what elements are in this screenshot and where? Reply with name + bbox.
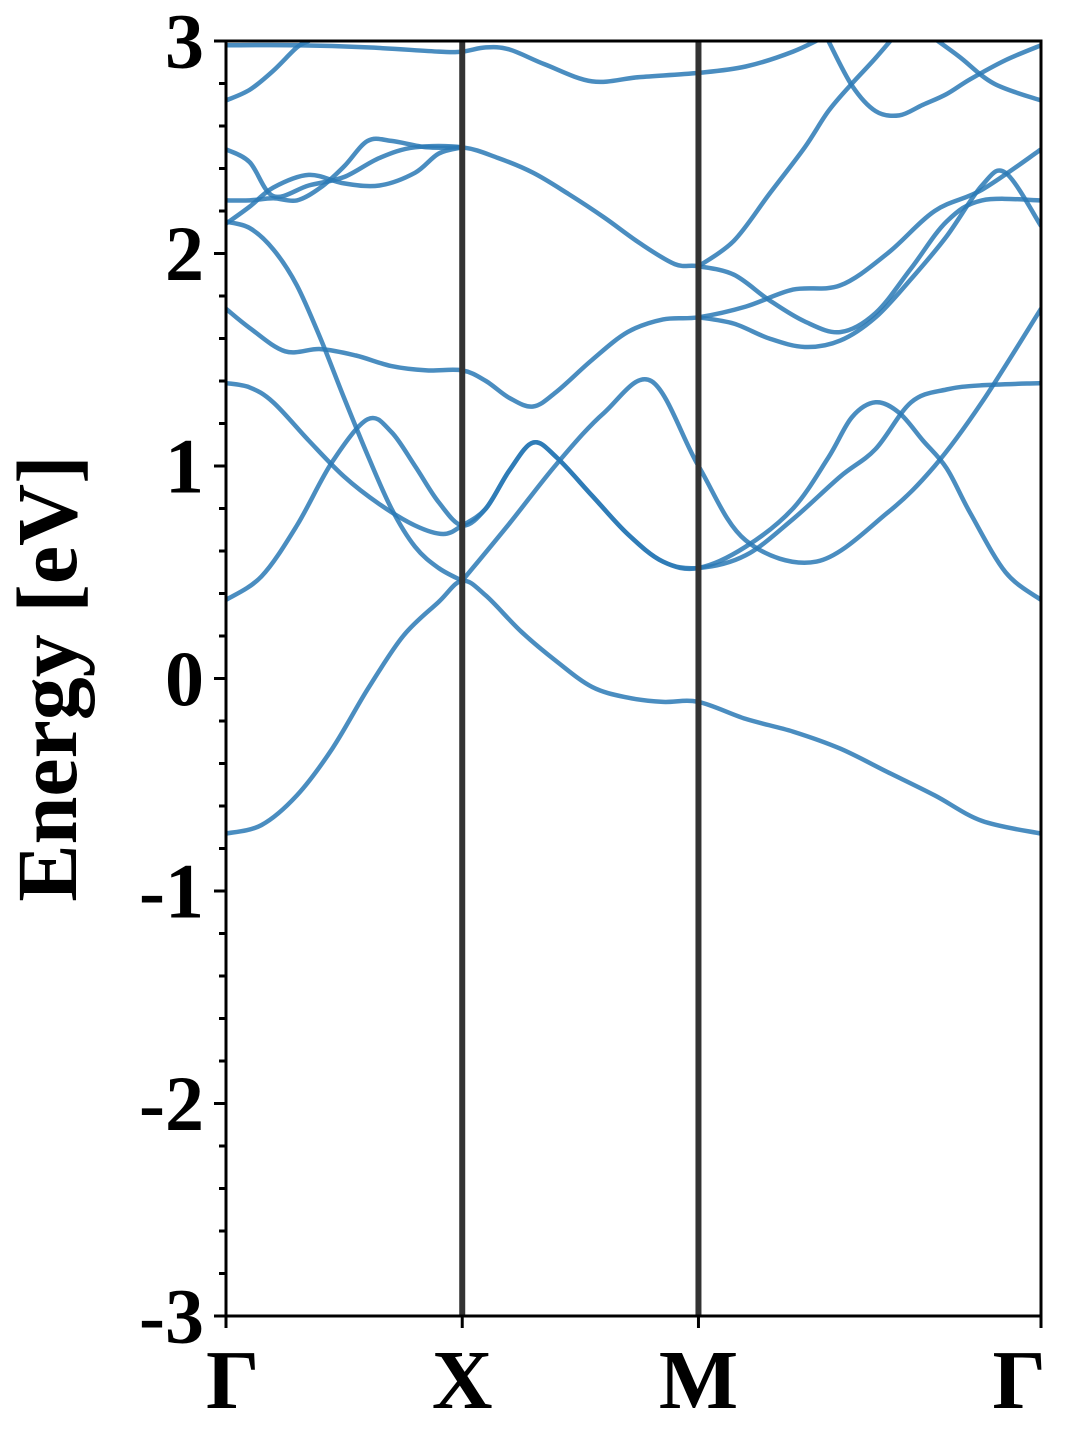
band-line-7: [226, 143, 1041, 335]
y-tick-label: 1: [165, 423, 204, 510]
y-axis-label: Energy [eV]: [0, 455, 95, 902]
band-line-3: [226, 380, 1041, 603]
band-line-2: [226, 380, 1041, 603]
band-line-13: [226, 41, 821, 85]
y-tick-label: -3: [139, 1273, 204, 1360]
x-tick-label: Γ: [206, 1334, 259, 1427]
y-tick-label: 0: [165, 635, 204, 722]
x-tick-label: M: [659, 1334, 738, 1427]
plot-frame: [224, 39, 1043, 1318]
x-tick-label: Γ: [993, 1334, 1046, 1427]
band-line-10: [696, 168, 1041, 350]
y-tick-label: -2: [139, 1060, 204, 1147]
band-line-4: [226, 219, 465, 584]
high-symmetry-dividers: [459, 41, 702, 1316]
y-tick-label: 3: [165, 0, 204, 85]
y-axis-ticks: -3 -2 -1 0 1 2 3: [139, 0, 226, 1360]
x-tick-label: X: [432, 1334, 493, 1427]
band-line-9: [226, 145, 465, 226]
band-line-5: [459, 306, 1041, 584]
y-tick-label: -1: [139, 848, 204, 935]
band-line-1: [226, 578, 1041, 836]
y-tick-label: 2: [165, 210, 204, 297]
band-line-11: [696, 41, 894, 269]
band-lines: [226, 41, 1041, 836]
band-line-8: [226, 136, 465, 204]
band-line-12: [226, 41, 311, 103]
band-line-6: [226, 147, 1041, 409]
band-line-14: [826, 41, 1041, 119]
